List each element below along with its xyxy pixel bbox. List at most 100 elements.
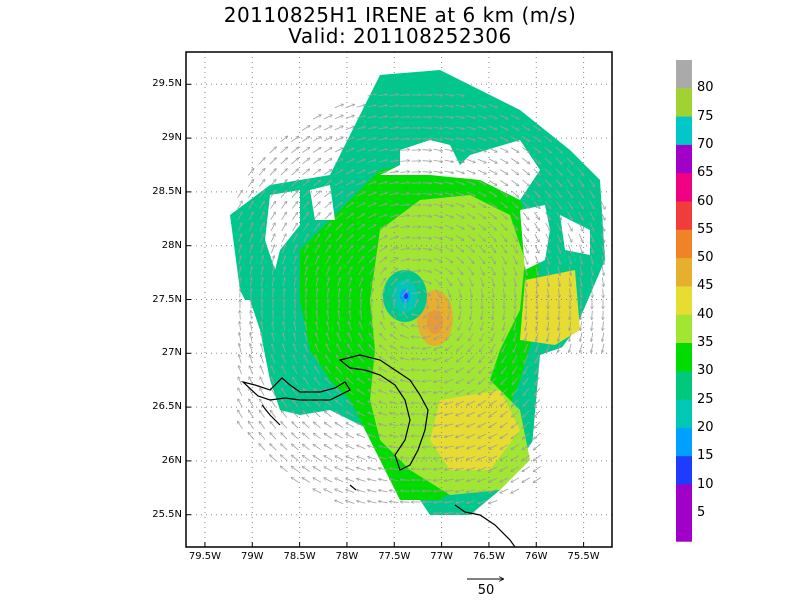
wind-vector [458, 288, 461, 298]
wind-vector [326, 355, 331, 364]
wind-vector [400, 194, 410, 195]
wind-vector [336, 267, 341, 276]
wind-vector [433, 139, 443, 140]
wind-vector [346, 246, 353, 253]
wind-vector [592, 321, 593, 331]
wind-vector [357, 501, 366, 504]
wind-vector [569, 277, 570, 287]
wind-vector [379, 424, 388, 427]
wind-vector [369, 278, 374, 287]
wind-vector [280, 201, 286, 209]
wind-vector [381, 289, 385, 298]
wind-vector [568, 255, 572, 265]
data-gap [530, 330, 612, 547]
wind-vector [261, 333, 264, 342]
wind-vector [445, 434, 454, 437]
wind-vector [346, 501, 355, 504]
wind-vector [292, 245, 297, 254]
wind-vector [248, 234, 252, 243]
colorbar-swatch [676, 173, 692, 203]
wind-vector [357, 456, 366, 460]
wind-vector [434, 368, 443, 372]
wind-vector [367, 160, 377, 163]
wind-vector [544, 190, 551, 198]
wind-vector [294, 322, 296, 331]
wind-vector [433, 128, 443, 129]
wind-vector [401, 402, 410, 403]
wind-vector [467, 467, 476, 471]
lon-tick-label: 79W [240, 551, 264, 562]
wind-vector [470, 310, 472, 320]
wind-vector [271, 355, 275, 364]
wind-vector [434, 502, 443, 503]
wind-vector [401, 369, 410, 372]
colorbar-tick-label: 10 [697, 476, 714, 492]
wind-vector [324, 456, 333, 461]
map-subtitle: Valid: 201108252306 [288, 24, 512, 48]
wind-vector [324, 224, 331, 231]
wind-vector [345, 181, 354, 186]
wind-vector [533, 454, 541, 461]
wind-vector [400, 226, 410, 227]
wind-vector [445, 490, 454, 491]
wind-vector [513, 366, 518, 373]
wind-vector [380, 345, 387, 352]
wind-vector [447, 322, 452, 329]
wind-vector [511, 488, 520, 493]
wind-vector [357, 490, 366, 493]
colorbar-swatch [676, 512, 692, 542]
wind-vector [390, 380, 399, 383]
wind-vector [337, 333, 342, 342]
wind-vector [511, 190, 519, 197]
coastline-island [261, 404, 281, 426]
colorbar-tick-label: 35 [697, 335, 714, 350]
wind-vector [589, 222, 594, 231]
wind-vector [433, 225, 443, 228]
wind-vector [238, 256, 241, 265]
wind-vector [556, 211, 562, 220]
wind-vector [558, 332, 561, 342]
wind-vector [423, 289, 430, 295]
wind-vector [479, 366, 486, 373]
wind-vector [477, 169, 486, 174]
wind-vector [303, 400, 310, 407]
wind-vector [335, 456, 344, 461]
wind-vector [239, 278, 240, 287]
wind-vector [334, 137, 343, 142]
wind-vector [502, 266, 505, 275]
wind-vector [334, 148, 343, 153]
eye-min [404, 293, 408, 299]
wind-vector [238, 410, 243, 419]
wind-vector [401, 324, 410, 329]
wind-vector [501, 388, 508, 395]
wind-vector [401, 391, 410, 392]
wind-vector [281, 433, 288, 440]
wind-vector [423, 346, 432, 349]
wind-vector [269, 147, 277, 154]
wind-vector [323, 159, 332, 164]
wind-vector [368, 468, 377, 471]
wind-vector [455, 115, 465, 118]
wind-vector [262, 311, 263, 320]
wind-vector [467, 433, 476, 437]
wind-vector [468, 355, 475, 362]
wind-vector [578, 222, 583, 231]
wind-vector [466, 104, 476, 107]
wind-vector [248, 433, 255, 440]
wind-vector [356, 138, 366, 141]
wind-vector [488, 169, 497, 174]
wind-vector [466, 148, 476, 152]
colorbar-tick-label: 55 [697, 221, 714, 237]
wind-vector [346, 203, 353, 208]
wind-vector [478, 433, 487, 438]
wind-vector [535, 266, 538, 276]
wind-vector [512, 234, 517, 241]
wind-vector [547, 321, 548, 331]
wind-vector [435, 288, 441, 297]
wind-vector [368, 401, 377, 406]
wind-vector [478, 489, 487, 493]
wind-vector [315, 355, 320, 364]
colorbar-tick-label: 70 [697, 136, 714, 152]
wind-vector [477, 147, 486, 151]
wind-vector [500, 455, 509, 460]
